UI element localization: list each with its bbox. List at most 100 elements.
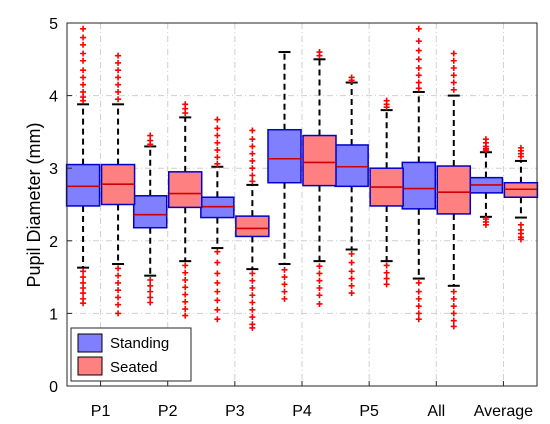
- outlier-point: [115, 287, 122, 294]
- outlier-point: [249, 165, 256, 172]
- outlier-point: [415, 310, 422, 317]
- outlier-point: [348, 259, 355, 266]
- outlier-point: [415, 303, 422, 310]
- outlier-point: [214, 147, 221, 154]
- box-iqr: [167, 171, 203, 209]
- outlier-point: [147, 294, 154, 301]
- x-tick-label: P2: [158, 403, 178, 420]
- box-standing-all: [401, 25, 437, 323]
- outlier-point: [80, 57, 87, 64]
- outlier-point: [147, 288, 154, 295]
- outlier-point: [517, 236, 524, 243]
- outlier-point: [415, 295, 422, 302]
- outlier-point: [383, 269, 390, 276]
- box-iqr: [267, 128, 302, 184]
- outlier-point: [147, 299, 154, 306]
- outlier-point: [249, 157, 256, 164]
- box-seated-p2: [167, 101, 203, 319]
- outlier-point: [348, 268, 355, 275]
- outlier-point: [249, 143, 256, 150]
- box-standing-p5: [334, 74, 369, 297]
- outlier-point: [415, 25, 422, 32]
- outlier-point: [214, 297, 221, 304]
- box-standing-p1: [65, 25, 101, 307]
- outlier-point: [450, 323, 457, 330]
- box-seated-p5: [369, 97, 404, 288]
- outlier-point: [415, 79, 422, 86]
- outlier-point: [80, 97, 87, 104]
- outlier-point: [214, 288, 221, 295]
- outlier-point: [450, 65, 457, 72]
- outlier-point: [214, 316, 221, 323]
- x-tick-label: Average: [474, 403, 533, 420]
- outlier-point: [316, 284, 323, 291]
- legend-swatch-standing: [77, 333, 103, 353]
- outlier-point: [249, 299, 256, 306]
- box-iqr: [334, 144, 369, 188]
- outlier-point: [80, 81, 87, 88]
- outlier-point: [182, 284, 189, 291]
- outlier-point: [482, 221, 489, 228]
- box-seated-average: [503, 144, 539, 243]
- outlier-point: [348, 250, 355, 257]
- outlier-point: [281, 281, 288, 288]
- box-iqr: [65, 163, 101, 207]
- outlier-point: [348, 77, 355, 84]
- outlier-point: [281, 295, 288, 302]
- plot-area: [65, 25, 539, 331]
- outlier-point: [115, 265, 122, 272]
- outlier-point: [214, 139, 221, 146]
- outlier-point: [115, 96, 122, 103]
- outlier-point: [214, 259, 221, 266]
- outlier-point: [249, 270, 256, 277]
- outlier-point: [115, 301, 122, 308]
- legend-label-standing: Standing: [110, 335, 169, 352]
- box-iqr: [132, 195, 168, 229]
- box-iqr: [235, 215, 270, 238]
- outlier-point: [214, 160, 221, 167]
- outlier-point: [383, 281, 390, 288]
- outlier-point: [450, 288, 457, 295]
- x-tick-label: P5: [359, 403, 379, 420]
- outlier-point: [182, 262, 189, 269]
- outlier-point: [115, 272, 122, 279]
- outlier-point: [415, 72, 422, 79]
- outlier-point: [450, 50, 457, 57]
- outlier-point: [214, 279, 221, 286]
- outlier-point: [182, 277, 189, 284]
- outlier-point: [415, 38, 422, 45]
- y-axis-ticks: 0 1 2 3 4 5: [49, 16, 72, 396]
- outlier-point: [182, 306, 189, 313]
- outlier-point: [249, 172, 256, 179]
- outlier-point: [316, 277, 323, 284]
- outlier-point: [450, 79, 457, 86]
- box-standing-p3: [200, 116, 235, 323]
- outlier-point: [415, 65, 422, 72]
- y-tick-label: 2: [49, 234, 58, 251]
- outlier-point: [80, 300, 87, 307]
- outlier-point: [348, 275, 355, 282]
- box-standing-p4: [267, 51, 302, 302]
- outlier-point: [316, 263, 323, 270]
- outlier-point: [415, 47, 422, 54]
- outlier-point: [249, 277, 256, 284]
- outlier-point: [249, 324, 256, 331]
- legend: Standing Seated: [70, 327, 192, 382]
- outlier-point: [383, 104, 390, 111]
- box-seated-p4: [302, 49, 337, 307]
- legend-label-seated: Seated: [110, 359, 158, 376]
- box-iqr: [401, 161, 437, 210]
- outlier-point: [80, 34, 87, 41]
- outlier-point: [316, 300, 323, 307]
- y-tick-label: 5: [49, 16, 58, 33]
- outlier-point: [115, 294, 122, 301]
- outlier-point: [115, 88, 122, 95]
- outlier-point: [115, 74, 122, 81]
- box-iqr: [302, 134, 337, 187]
- outlier-point: [214, 248, 221, 255]
- outlier-point: [450, 303, 457, 310]
- outlier-point: [249, 284, 256, 291]
- outlier-point: [316, 292, 323, 299]
- outlier-point: [80, 279, 87, 286]
